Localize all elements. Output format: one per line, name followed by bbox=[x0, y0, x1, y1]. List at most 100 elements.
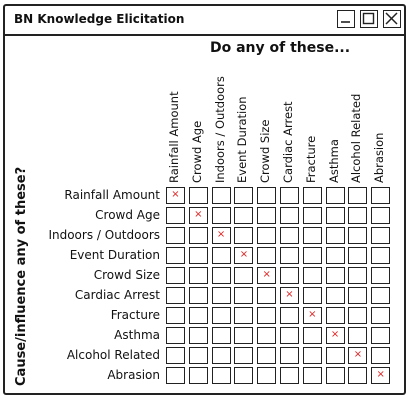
matrix-checkbox[interactable] bbox=[257, 287, 277, 304]
matrix-checkbox[interactable] bbox=[302, 287, 322, 304]
matrix-checkbox[interactable] bbox=[280, 227, 299, 244]
matrix-checkbox[interactable] bbox=[211, 207, 231, 224]
matrix-checkbox[interactable]: × bbox=[325, 327, 345, 344]
matrix-checkbox[interactable] bbox=[166, 307, 185, 324]
matrix-checkbox[interactable] bbox=[211, 187, 231, 204]
matrix-checkbox[interactable] bbox=[166, 227, 185, 244]
matrix-checkbox[interactable] bbox=[188, 247, 208, 264]
matrix-checkbox[interactable] bbox=[302, 187, 322, 204]
matrix-checkbox[interactable] bbox=[302, 207, 322, 224]
matrix-checkbox[interactable] bbox=[234, 347, 254, 364]
matrix-checkbox[interactable] bbox=[280, 347, 299, 364]
matrix-checkbox[interactable] bbox=[211, 347, 231, 364]
matrix-checkbox[interactable] bbox=[348, 367, 368, 384]
matrix-checkbox[interactable] bbox=[257, 327, 277, 344]
matrix-checkbox[interactable] bbox=[166, 347, 185, 364]
matrix-checkbox[interactable] bbox=[166, 267, 185, 284]
matrix-checkbox[interactable] bbox=[234, 287, 254, 304]
matrix-checkbox[interactable]: × bbox=[211, 227, 231, 244]
matrix-checkbox[interactable]: × bbox=[302, 307, 322, 324]
matrix-checkbox[interactable] bbox=[302, 227, 322, 244]
matrix-checkbox[interactable] bbox=[280, 327, 299, 344]
matrix-checkbox[interactable] bbox=[325, 307, 345, 324]
matrix-checkbox[interactable] bbox=[211, 307, 231, 324]
matrix-checkbox[interactable] bbox=[302, 347, 322, 364]
matrix-checkbox[interactable] bbox=[166, 287, 185, 304]
matrix-checkbox[interactable] bbox=[280, 187, 299, 204]
matrix-checkbox[interactable] bbox=[188, 227, 208, 244]
matrix-checkbox[interactable] bbox=[302, 327, 322, 344]
matrix-checkbox[interactable] bbox=[211, 247, 231, 264]
matrix-checkbox[interactable] bbox=[234, 207, 254, 224]
matrix-checkbox[interactable] bbox=[234, 307, 254, 324]
matrix-checkbox[interactable] bbox=[325, 267, 345, 284]
matrix-checkbox[interactable] bbox=[348, 267, 368, 284]
matrix-checkbox[interactable] bbox=[371, 207, 391, 224]
matrix-checkbox[interactable] bbox=[257, 367, 277, 384]
matrix-checkbox[interactable] bbox=[257, 227, 277, 244]
matrix-checkbox[interactable] bbox=[257, 187, 277, 204]
matrix-checkbox[interactable] bbox=[371, 287, 391, 304]
matrix-checkbox[interactable] bbox=[348, 187, 368, 204]
matrix-checkbox[interactable] bbox=[371, 227, 391, 244]
matrix-checkbox[interactable] bbox=[257, 307, 277, 324]
matrix-checkbox[interactable]: × bbox=[257, 267, 277, 284]
matrix-checkbox[interactable] bbox=[188, 327, 208, 344]
matrix-checkbox[interactable] bbox=[371, 187, 391, 204]
matrix-checkbox[interactable]: × bbox=[234, 247, 254, 264]
matrix-checkbox[interactable] bbox=[188, 287, 208, 304]
matrix-checkbox[interactable] bbox=[234, 187, 254, 204]
close-button[interactable] bbox=[383, 10, 401, 28]
matrix-checkbox[interactable] bbox=[257, 347, 277, 364]
matrix-checkbox[interactable] bbox=[325, 207, 345, 224]
matrix-checkbox[interactable] bbox=[302, 267, 322, 284]
matrix-checkbox[interactable] bbox=[325, 187, 345, 204]
matrix-checkbox[interactable] bbox=[188, 307, 208, 324]
matrix-checkbox[interactable] bbox=[348, 207, 368, 224]
matrix-checkbox[interactable] bbox=[371, 267, 391, 284]
matrix-checkbox[interactable] bbox=[166, 207, 185, 224]
matrix-checkbox[interactable]: × bbox=[166, 187, 185, 204]
matrix-checkbox[interactable] bbox=[234, 327, 254, 344]
matrix-checkbox[interactable] bbox=[188, 367, 208, 384]
matrix-checkbox[interactable] bbox=[188, 347, 208, 364]
matrix-checkbox[interactable] bbox=[188, 187, 208, 204]
matrix-checkbox[interactable] bbox=[280, 247, 299, 264]
matrix-checkbox[interactable] bbox=[234, 227, 254, 244]
matrix-checkbox[interactable] bbox=[280, 367, 299, 384]
matrix-checkbox[interactable]: × bbox=[280, 287, 299, 304]
matrix-checkbox[interactable] bbox=[166, 327, 185, 344]
matrix-checkbox[interactable] bbox=[211, 287, 231, 304]
matrix-checkbox[interactable] bbox=[348, 307, 368, 324]
matrix-checkbox[interactable] bbox=[325, 347, 345, 364]
matrix-checkbox[interactable] bbox=[211, 327, 231, 344]
matrix-checkbox[interactable]: × bbox=[371, 367, 391, 384]
matrix-checkbox[interactable]: × bbox=[188, 207, 208, 224]
matrix-checkbox[interactable] bbox=[211, 367, 231, 384]
matrix-checkbox[interactable] bbox=[302, 367, 322, 384]
matrix-checkbox[interactable] bbox=[234, 267, 254, 284]
matrix-checkbox[interactable] bbox=[211, 267, 231, 284]
matrix-checkbox[interactable] bbox=[234, 367, 254, 384]
matrix-checkbox[interactable] bbox=[257, 207, 277, 224]
matrix-checkbox[interactable] bbox=[280, 207, 299, 224]
matrix-checkbox[interactable] bbox=[188, 267, 208, 284]
matrix-checkbox[interactable] bbox=[325, 287, 345, 304]
matrix-checkbox[interactable]: × bbox=[348, 347, 368, 364]
matrix-checkbox[interactable] bbox=[348, 227, 368, 244]
matrix-checkbox[interactable] bbox=[325, 247, 345, 264]
matrix-checkbox[interactable] bbox=[371, 307, 391, 324]
matrix-checkbox[interactable] bbox=[166, 367, 185, 384]
matrix-checkbox[interactable] bbox=[280, 267, 299, 284]
matrix-checkbox[interactable] bbox=[348, 247, 368, 264]
matrix-checkbox[interactable] bbox=[348, 287, 368, 304]
matrix-checkbox[interactable] bbox=[325, 367, 345, 384]
matrix-checkbox[interactable] bbox=[257, 247, 277, 264]
matrix-checkbox[interactable] bbox=[348, 327, 368, 344]
matrix-checkbox[interactable] bbox=[371, 327, 391, 344]
matrix-checkbox[interactable] bbox=[325, 227, 345, 244]
matrix-checkbox[interactable] bbox=[280, 307, 299, 324]
matrix-checkbox[interactable] bbox=[371, 247, 391, 264]
matrix-checkbox[interactable] bbox=[371, 347, 391, 364]
matrix-checkbox[interactable] bbox=[302, 247, 322, 264]
